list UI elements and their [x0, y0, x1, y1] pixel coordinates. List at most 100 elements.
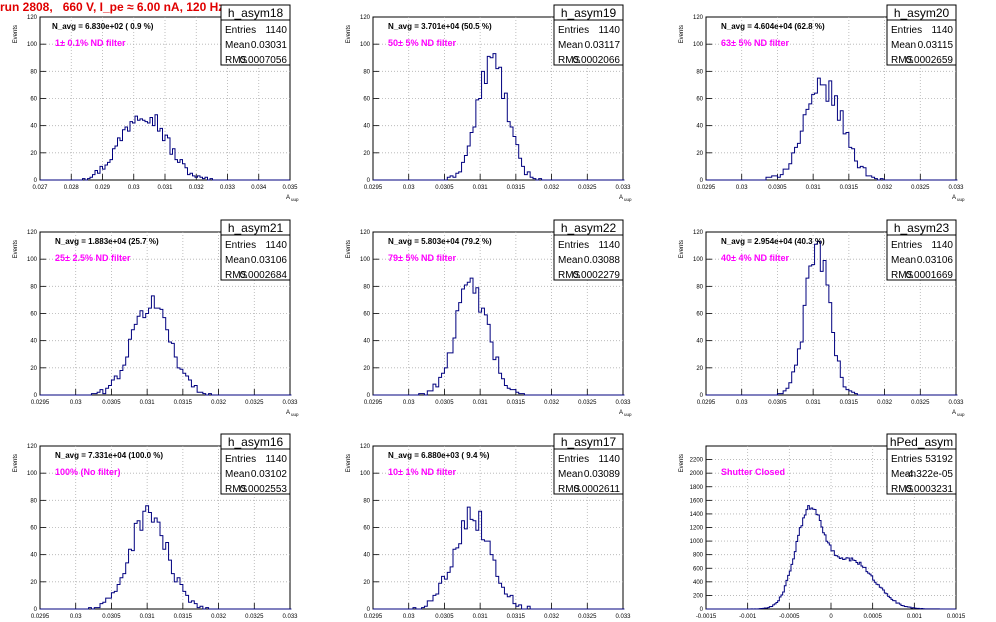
y-tick-label: 100 [693, 42, 704, 48]
stats-box-title: h_asym22 [561, 221, 617, 235]
y-tick-label: 20 [696, 151, 703, 157]
navg-annotation: N_avg = 3.701e+04 (50.5 %) [388, 22, 492, 31]
stats-label-mean: Mean [891, 255, 916, 266]
stats-label-entries: Entries [891, 25, 922, 36]
x-axis-title-subscript: uup [291, 412, 299, 417]
stats-label-mean: Mean [225, 469, 250, 480]
filter-label: 25± 2.5% ND filter [55, 253, 131, 263]
x-tick-label: 0.0295 [364, 614, 383, 620]
x-tick-label: 0.031 [473, 614, 489, 620]
stats-box-title: hPed_asym [890, 435, 953, 449]
stats-box [220, 219, 291, 281]
stats-value-rms: 0.0002684 [240, 270, 288, 281]
x-tick-label: 0.027 [32, 185, 48, 191]
y-tick-label: 120 [27, 444, 38, 450]
x-axis-title-subscript: uup [624, 412, 632, 417]
x-tick-label: 0.0325 [578, 614, 597, 620]
histogram-series [40, 295, 292, 396]
y-tick-label: 2000 [690, 471, 704, 477]
y-tick-label: 100 [27, 42, 38, 48]
navg-annotation: N_avg = 6.880e+03 ( 9.4 %) [388, 451, 490, 460]
stats-value-mean: 0.03089 [584, 469, 621, 480]
stats-label-rms: RMS [558, 270, 581, 281]
x-axis-title-subscript: uup [957, 412, 965, 417]
x-tick-label: 0.0315 [174, 400, 193, 406]
stats-box [553, 219, 624, 281]
x-tick-label: 0.03 [736, 185, 748, 191]
filter-label: 100% (No filter) [55, 467, 121, 477]
x-tick-label: 0.0295 [697, 185, 716, 191]
y-tick-label: 80 [30, 69, 37, 75]
x-tick-label: 0.0325 [245, 614, 264, 620]
x-tick-label: 0.033 [615, 400, 631, 406]
y-tick-label: 100 [27, 471, 38, 477]
y-tick-label: 2200 [690, 458, 704, 464]
x-tick-label: 0.032 [211, 400, 227, 406]
x-tick-label: 0.03 [403, 400, 415, 406]
stats-label-mean: Mean [558, 255, 583, 266]
y-tick-label: 80 [30, 284, 37, 290]
stats-box [553, 433, 624, 495]
filter-label: 79± 5% ND filter [388, 253, 456, 263]
y-tick-label: 80 [696, 69, 703, 75]
y-tick-label: 1200 [690, 526, 704, 532]
histogram-series [706, 241, 958, 396]
y-tick-label: 20 [696, 366, 703, 372]
y-tick-label: 40 [696, 339, 703, 345]
x-tick-label: 0.0295 [364, 400, 383, 406]
y-tick-label: 40 [30, 553, 37, 559]
y-tick-label: 1600 [690, 498, 704, 504]
y-tick-label: 40 [696, 124, 703, 130]
x-tick-label: 0.0305 [768, 400, 787, 406]
stats-label-entries: Entries [225, 25, 256, 36]
x-tick-label: 0.031 [806, 400, 822, 406]
stats-label-entries: Entries [891, 454, 922, 465]
y-tick-label: 0 [34, 607, 38, 613]
x-tick-label: 0.03 [70, 400, 82, 406]
stats-box [886, 433, 957, 495]
navg-annotation: N_avg = 1.883e+04 (25.7 %) [55, 237, 159, 246]
stats-value-entries: 1140 [598, 454, 620, 465]
stats-box-title: h_asym19 [561, 6, 617, 20]
y-axis-title: Events [679, 240, 685, 258]
stats-label-rms: RMS [225, 55, 248, 66]
y-axis-title: Events [13, 25, 19, 43]
stats-value-rms: 0.0002659 [906, 55, 954, 66]
x-tick-label: 0.0295 [364, 185, 383, 191]
stats-value-mean: 0.03117 [585, 40, 621, 51]
x-tick-label: 0.033 [948, 185, 964, 191]
histogram-series [373, 53, 625, 181]
y-tick-label: 20 [363, 151, 370, 157]
y-axis-title: Events [346, 25, 352, 43]
filter-label: 1± 0.1% ND filter [55, 38, 126, 48]
histogram-panel-h_asym19: 0 20 40 60 80 100 120 0.0295 0.03 0.0305 0.031 0.03… [346, 4, 632, 202]
x-tick-label: 0.034 [251, 185, 267, 191]
y-tick-label: 80 [363, 498, 370, 504]
x-tick-label: 0.033 [220, 185, 236, 191]
histogram-panel-h_asym21: 0 20 40 60 80 100 120 0.0295 0.03 0.0305 0.031 0.03… [13, 219, 299, 417]
x-axis-title: A [286, 410, 290, 416]
histogram-series [373, 277, 625, 396]
x-tick-label: 0.0315 [840, 185, 859, 191]
x-tick-label: 0.03 [403, 614, 415, 620]
x-tick-label: 0.031 [473, 185, 489, 191]
y-tick-label: 100 [27, 257, 38, 263]
stats-label-rms: RMS [558, 55, 581, 66]
x-tick-label: 0.033 [615, 614, 631, 620]
stats-value-mean: 0.03106 [917, 255, 954, 266]
y-tick-label: 100 [360, 471, 371, 477]
y-tick-label: 1400 [690, 512, 704, 518]
x-tick-label: -0.0015 [696, 614, 717, 620]
y-tick-label: 100 [360, 257, 371, 263]
y-tick-label: 200 [693, 593, 704, 599]
x-tick-label: 0.033 [948, 400, 964, 406]
stats-label-entries: Entries [558, 454, 589, 465]
stats-box [220, 433, 291, 495]
y-tick-label: 80 [30, 498, 37, 504]
stats-box-title: h_asym23 [894, 221, 950, 235]
y-tick-label: 40 [30, 339, 37, 345]
x-tick-label: 0.0315 [507, 400, 526, 406]
x-tick-label: 0.0325 [245, 400, 264, 406]
stats-value-rms: 0.0002553 [240, 484, 288, 495]
